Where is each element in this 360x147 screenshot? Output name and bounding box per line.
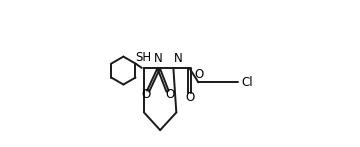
Text: Cl: Cl [242,76,253,89]
Text: O: O [185,91,194,103]
Text: O: O [165,88,174,101]
Text: O: O [141,88,150,101]
Text: N: N [154,52,163,65]
Text: O: O [194,68,204,81]
Text: SH: SH [135,51,151,64]
Text: N: N [174,52,183,65]
